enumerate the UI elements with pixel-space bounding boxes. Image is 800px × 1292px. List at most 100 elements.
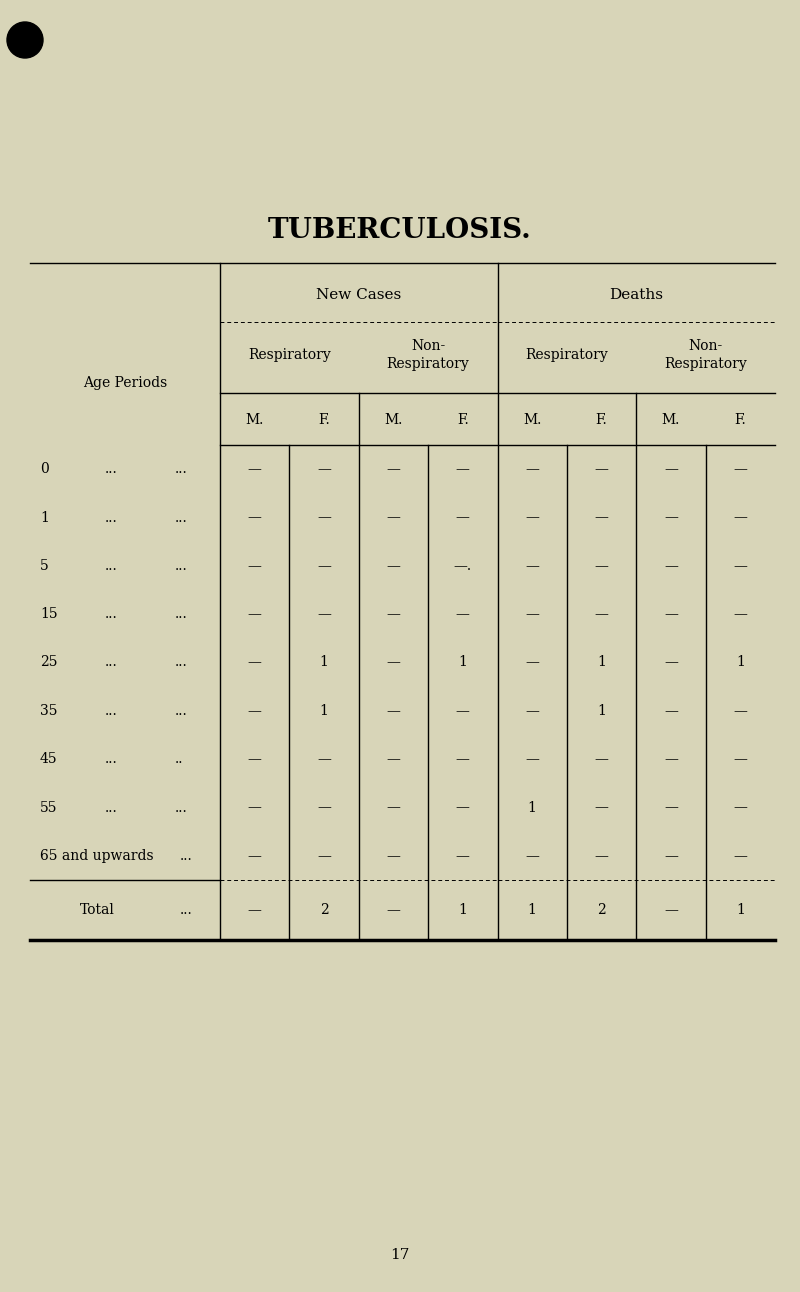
Text: —: — <box>526 849 539 863</box>
Text: —: — <box>248 655 262 669</box>
Text: 25: 25 <box>40 655 58 669</box>
Text: Total: Total <box>80 903 115 917</box>
Text: —: — <box>594 607 609 621</box>
Text: —: — <box>317 607 331 621</box>
Text: —: — <box>317 801 331 814</box>
Text: 1: 1 <box>320 655 329 669</box>
Text: ...: ... <box>175 704 188 718</box>
Text: —: — <box>317 752 331 766</box>
Text: —: — <box>317 849 331 863</box>
Text: ...: ... <box>175 801 188 814</box>
Text: —: — <box>594 463 609 477</box>
Text: 1: 1 <box>597 655 606 669</box>
Text: —: — <box>386 801 400 814</box>
Circle shape <box>7 22 43 58</box>
Text: M.: M. <box>246 413 264 426</box>
Text: —: — <box>734 607 747 621</box>
Text: —: — <box>664 559 678 572</box>
Text: —: — <box>248 463 262 477</box>
Text: —: — <box>664 704 678 718</box>
Text: —: — <box>317 559 331 572</box>
Text: —: — <box>664 903 678 917</box>
Text: 1: 1 <box>40 510 49 525</box>
Text: —: — <box>456 510 470 525</box>
Text: F.: F. <box>734 413 746 426</box>
Text: —: — <box>317 510 331 525</box>
Text: —: — <box>386 704 400 718</box>
Text: —: — <box>386 849 400 863</box>
Text: —: — <box>386 559 400 572</box>
Text: —: — <box>248 704 262 718</box>
Text: Non-
Respiratory: Non- Respiratory <box>664 340 747 371</box>
Text: —: — <box>664 655 678 669</box>
Text: ..: .. <box>175 752 183 766</box>
Text: —: — <box>526 655 539 669</box>
Text: —: — <box>734 801 747 814</box>
Text: —: — <box>248 510 262 525</box>
Text: ...: ... <box>105 655 118 669</box>
Text: 1: 1 <box>528 903 537 917</box>
Text: 65 and upwards: 65 and upwards <box>40 849 154 863</box>
Text: New Cases: New Cases <box>316 288 402 302</box>
Text: —: — <box>386 752 400 766</box>
Text: 2: 2 <box>597 903 606 917</box>
Text: ...: ... <box>175 559 188 572</box>
Text: ...: ... <box>105 752 118 766</box>
Text: —: — <box>386 510 400 525</box>
Text: —: — <box>248 801 262 814</box>
Text: —: — <box>386 903 400 917</box>
Text: ...: ... <box>105 559 118 572</box>
Text: —: — <box>594 849 609 863</box>
Text: 5: 5 <box>40 559 49 572</box>
Text: 1: 1 <box>736 903 745 917</box>
Text: —: — <box>734 704 747 718</box>
Text: —: — <box>248 607 262 621</box>
Text: ...: ... <box>105 510 118 525</box>
Text: 17: 17 <box>390 1248 410 1262</box>
Text: —: — <box>664 801 678 814</box>
Text: 1: 1 <box>320 704 329 718</box>
Text: 1: 1 <box>597 704 606 718</box>
Text: ...: ... <box>105 463 118 477</box>
Text: —: — <box>734 849 747 863</box>
Text: —: — <box>526 607 539 621</box>
Text: —: — <box>594 801 609 814</box>
Text: —: — <box>526 752 539 766</box>
Text: —: — <box>248 903 262 917</box>
Text: —: — <box>386 607 400 621</box>
Text: —: — <box>526 559 539 572</box>
Text: Non-
Respiratory: Non- Respiratory <box>386 340 470 371</box>
Text: —: — <box>734 559 747 572</box>
Text: 55: 55 <box>40 801 58 814</box>
Text: —: — <box>526 510 539 525</box>
Text: 35: 35 <box>40 704 58 718</box>
Text: —: — <box>594 510 609 525</box>
Text: F.: F. <box>457 413 469 426</box>
Text: —: — <box>664 607 678 621</box>
Text: —: — <box>664 463 678 477</box>
Text: —: — <box>248 559 262 572</box>
Text: —: — <box>734 463 747 477</box>
Text: Deaths: Deaths <box>610 288 663 302</box>
Text: ...: ... <box>105 704 118 718</box>
Text: 1: 1 <box>458 903 467 917</box>
Text: M.: M. <box>523 413 542 426</box>
Text: F.: F. <box>596 413 607 426</box>
Text: Respiratory: Respiratory <box>248 348 330 362</box>
Text: —: — <box>456 607 470 621</box>
Text: —: — <box>664 510 678 525</box>
Text: —: — <box>456 704 470 718</box>
Text: —: — <box>734 510 747 525</box>
Text: —: — <box>734 752 747 766</box>
Text: —: — <box>248 849 262 863</box>
Text: F.: F. <box>318 413 330 426</box>
Text: ...: ... <box>180 849 193 863</box>
Text: 15: 15 <box>40 607 58 621</box>
Text: —: — <box>526 463 539 477</box>
Text: —: — <box>456 752 470 766</box>
Text: Respiratory: Respiratory <box>526 348 608 362</box>
Text: —: — <box>456 801 470 814</box>
Text: 1: 1 <box>736 655 745 669</box>
Text: ...: ... <box>105 801 118 814</box>
Text: —: — <box>594 752 609 766</box>
